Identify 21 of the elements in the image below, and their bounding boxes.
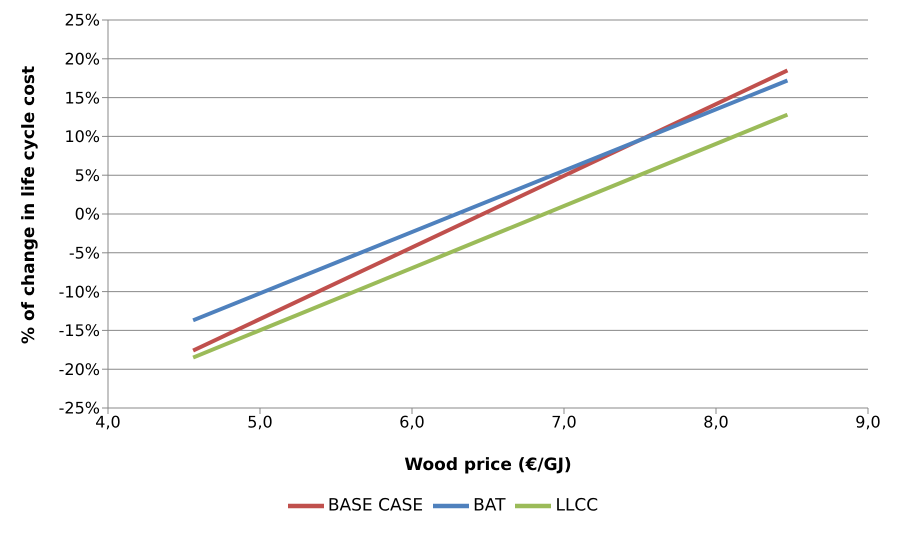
y-tick-label: -20% <box>58 360 100 379</box>
x-tick-label: 9,0 <box>855 412 881 432</box>
y-tick-label: 10% <box>64 127 100 146</box>
x-tick-label: 6,0 <box>399 412 425 432</box>
y-tick-label: 25% <box>64 10 100 30</box>
x-axis-title: Wood price (€/GJ) <box>404 455 572 475</box>
legend-label: LLCC <box>555 496 598 516</box>
y-axis-title: % of change in life cycle cost <box>19 66 40 344</box>
x-tick-label: 8,0 <box>703 412 729 432</box>
y-tick-label: 20% <box>64 49 100 68</box>
y-tick-label: 5% <box>74 166 100 185</box>
y-tick-label: -10% <box>58 282 100 302</box>
y-tick-label: -15% <box>58 321 100 340</box>
y-tick-label: 0% <box>74 204 100 224</box>
legend-label: BASE CASE <box>328 496 424 516</box>
y-tick-label: -25% <box>58 398 100 418</box>
legend-label: BAT <box>473 496 506 516</box>
y-tick-label: 15% <box>64 88 100 108</box>
x-tick-label: 5,0 <box>247 412 273 432</box>
y-tick-label: -5% <box>68 243 100 262</box>
x-tick-label: 7,0 <box>551 412 577 432</box>
